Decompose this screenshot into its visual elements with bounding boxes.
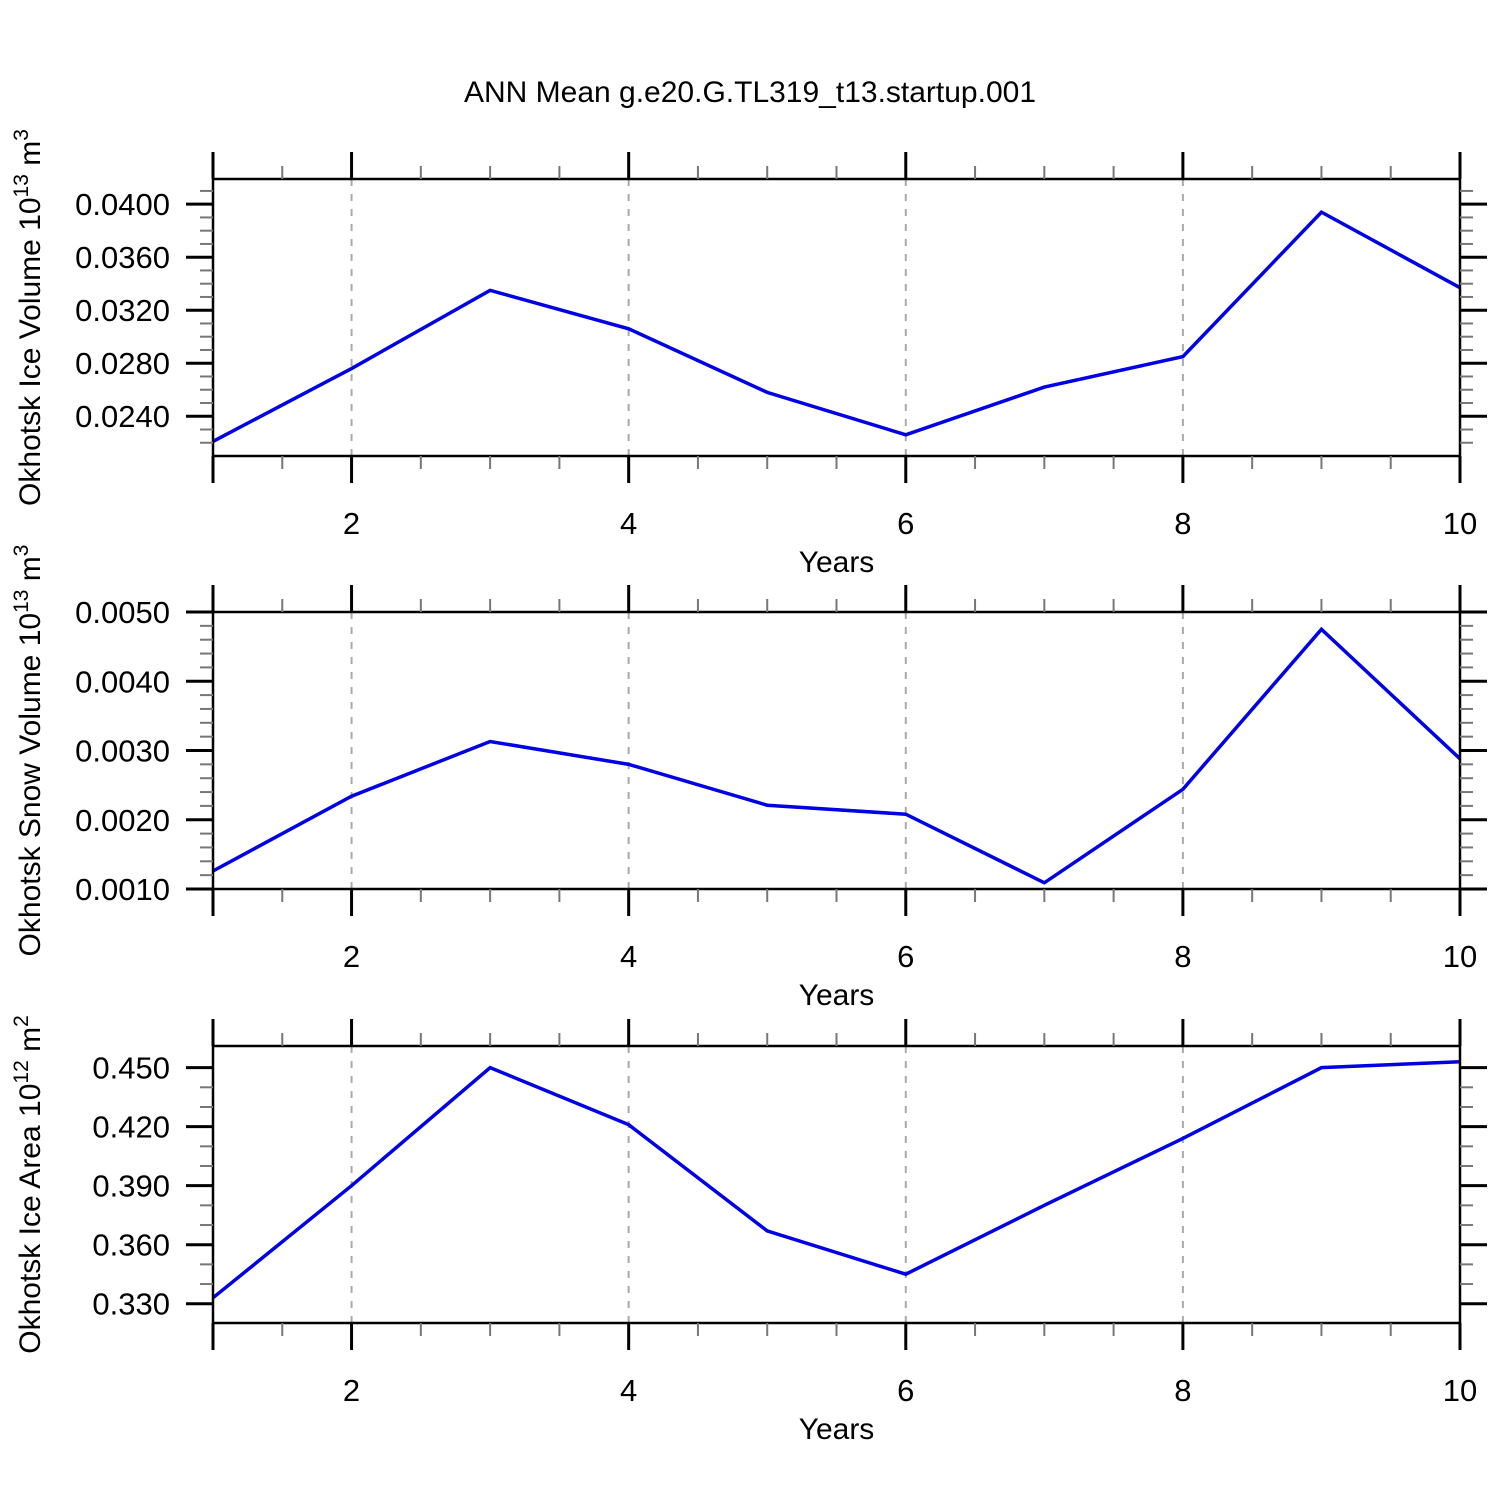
x-tick-label: 6: [897, 939, 914, 974]
x-tick-label: 6: [897, 1373, 914, 1408]
x-tick-label: 2: [343, 1373, 360, 1408]
y-tick-label: 0.0320: [75, 293, 170, 328]
x-tick-label: 8: [1174, 506, 1191, 541]
chart-title: ANN Mean g.e20.G.TL319_t13.startup.001: [463, 76, 1037, 109]
x-axis-title: Years: [799, 1413, 875, 1446]
panel-border: [211, 610, 1462, 891]
y-tick-label: 0.420: [92, 1110, 170, 1145]
y-tick-label: 0.330: [92, 1287, 170, 1322]
x-tick-label: 10: [1443, 939, 1477, 974]
y-axis-title: Okhotsk Ice Area 1012 m2: [10, 1015, 47, 1354]
y-tick-label: 0.390: [92, 1169, 170, 1204]
x-tick-label: 2: [343, 939, 360, 974]
x-axis-title: Years: [799, 546, 875, 579]
y-tick-label: 0.450: [92, 1051, 170, 1086]
data-series-line: [211, 1059, 1461, 1300]
y-tick-label: 0.0400: [75, 187, 170, 222]
data-series-line: [212, 626, 1462, 885]
x-tick-label: 2: [343, 506, 360, 541]
x-tick-label: 4: [620, 939, 637, 974]
data-series-line: [212, 209, 1461, 443]
x-tick-label: 10: [1443, 1373, 1477, 1408]
x-tick-label: 6: [897, 506, 914, 541]
x-tick-label: 10: [1443, 506, 1477, 541]
panel-border: [211, 1044, 1462, 1325]
x-tick-label: 4: [620, 1373, 637, 1408]
x-tick-label: 8: [1174, 939, 1191, 974]
x-tick-label: 4: [620, 506, 637, 541]
y-axis-title: Okhotsk Snow Volume 1013 m3: [10, 545, 47, 957]
y-tick-label: 0.0020: [75, 803, 170, 838]
y-tick-label: 0.0050: [75, 595, 170, 630]
y-tick-label: 0.0240: [75, 399, 170, 434]
y-tick-label: 0.0360: [75, 240, 170, 275]
y-tick-label: 0.0040: [75, 664, 170, 699]
y-tick-label: 0.360: [92, 1228, 170, 1263]
y-tick-label: 0.0280: [75, 346, 170, 381]
y-tick-label: 0.0010: [75, 872, 170, 907]
x-axis-title: Years: [799, 979, 875, 1012]
y-tick-label: 0.0030: [75, 734, 170, 769]
y-axis-title: Okhotsk Ice Volume 1013 m3: [10, 129, 47, 506]
x-tick-label: 8: [1174, 1373, 1191, 1408]
